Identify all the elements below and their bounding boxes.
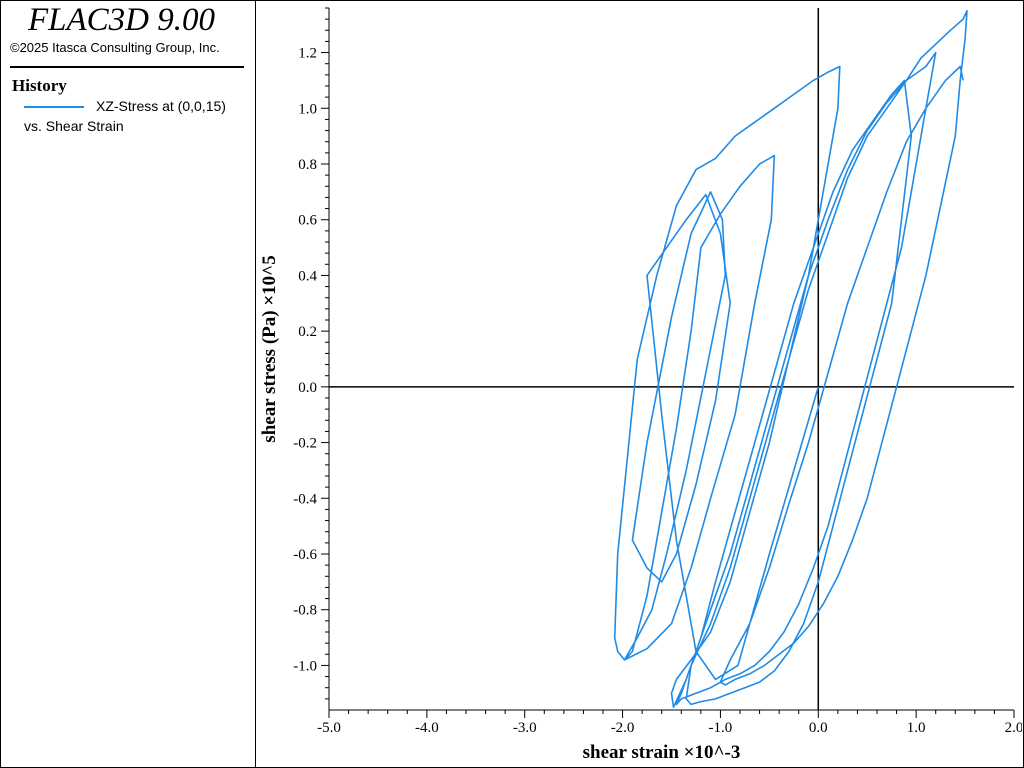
y-axis-label: shear stress (Pa) ×10^5 — [259, 255, 280, 442]
x-tick-label: 1.0 — [907, 720, 926, 736]
legend-label-line2: vs. Shear Strain — [24, 118, 124, 134]
y-tick-label: 0.8 — [298, 157, 317, 173]
legend-line-swatch — [24, 106, 84, 108]
chart-plot: -5.0 -4.0 -3.0 -2.0 -1.0 0.0 1.0 2.0 -1.0 -0.8 -0.… — [259, 7, 1022, 763]
y-tick-label: -0.4 — [293, 491, 317, 507]
x-tick-label: 2.0 — [1005, 720, 1022, 736]
y-tick-label: -0.6 — [293, 547, 317, 563]
x-tick-label: -3.0 — [513, 720, 537, 736]
y-tick-label: -1.0 — [293, 658, 317, 674]
y-tick-label: -0.2 — [293, 436, 317, 452]
y-tick-label: 0.0 — [298, 380, 317, 396]
sidebar-panel: FLAC3D 9.00 ©2025 Itasca Consulting Grou… — [0, 0, 256, 768]
y-tick-label: 0.2 — [298, 324, 317, 340]
copyright-text: ©2025 Itasca Consulting Group, Inc. — [10, 40, 220, 55]
y-tick-label: 0.6 — [298, 213, 317, 229]
y-tick-label: 1.2 — [298, 46, 317, 62]
series-line-0 — [613, 10, 968, 709]
app-title: FLAC3D 9.00 — [28, 2, 216, 38]
y-tick-label: 0.4 — [298, 268, 317, 284]
y-tick-label: -0.8 — [293, 603, 317, 619]
x-tick-label: -2.0 — [611, 720, 635, 736]
series-layer — [613, 10, 968, 709]
legend-label-line1: XZ-Stress at (0,0,15) — [96, 98, 226, 114]
title-divider — [10, 66, 244, 68]
x-tick-label: -5.0 — [317, 720, 341, 736]
axes-layer: -5.0 -4.0 -3.0 -2.0 -1.0 0.0 1.0 2.0 -1.0 -0.8 -0.… — [293, 7, 1022, 736]
x-tick-label: -4.0 — [415, 720, 439, 736]
x-tick-label: 0.0 — [809, 720, 828, 736]
legend-heading: History — [12, 76, 67, 95]
x-axis-label: shear strain ×10^-3 — [583, 742, 741, 763]
y-tick-label: 1.0 — [298, 101, 317, 117]
x-tick-label: -1.0 — [709, 720, 733, 736]
